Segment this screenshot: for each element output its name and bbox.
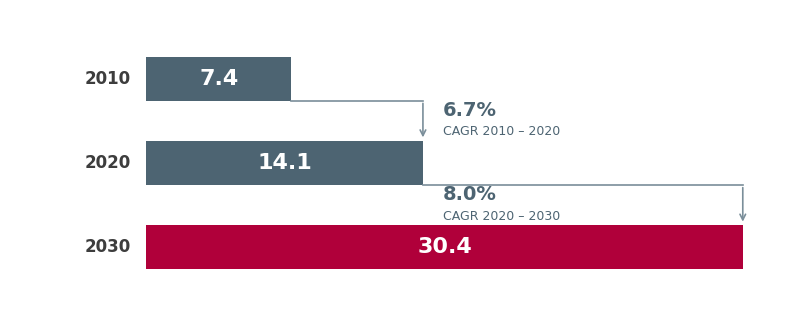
Text: 6.7%: 6.7%	[442, 101, 497, 120]
Bar	[147, 141, 423, 185]
Bar	[147, 57, 292, 100]
Bar	[147, 225, 743, 269]
Text: 30.4: 30.4	[417, 237, 472, 257]
Text: 8.0%: 8.0%	[442, 185, 497, 205]
Text: 2020: 2020	[84, 154, 130, 172]
Text: 2010: 2010	[84, 70, 130, 88]
Text: CAGR 2010 – 2020: CAGR 2010 – 2020	[442, 125, 560, 138]
Text: 2030: 2030	[84, 238, 130, 256]
Text: 14.1: 14.1	[258, 153, 312, 173]
Text: 7.4: 7.4	[199, 69, 238, 89]
Text: CAGR 2020 – 2030: CAGR 2020 – 2030	[442, 210, 560, 222]
